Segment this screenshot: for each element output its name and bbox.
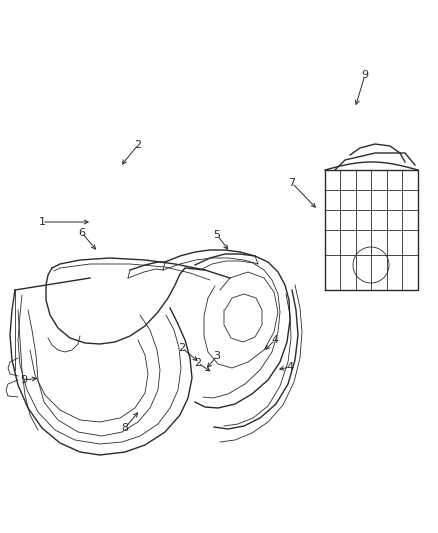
Text: 9: 9	[21, 375, 28, 385]
Text: 5: 5	[213, 230, 220, 240]
Text: 8: 8	[121, 423, 129, 433]
Text: 2: 2	[178, 343, 186, 353]
Text: 9: 9	[361, 70, 368, 80]
Text: 7: 7	[289, 178, 296, 188]
Text: 1: 1	[39, 217, 46, 227]
Text: 2: 2	[194, 358, 201, 368]
Text: 3: 3	[213, 351, 220, 361]
Text: 6: 6	[78, 228, 85, 238]
Text: 4: 4	[286, 362, 293, 372]
Text: 2: 2	[134, 140, 141, 150]
Text: 4: 4	[272, 335, 279, 345]
